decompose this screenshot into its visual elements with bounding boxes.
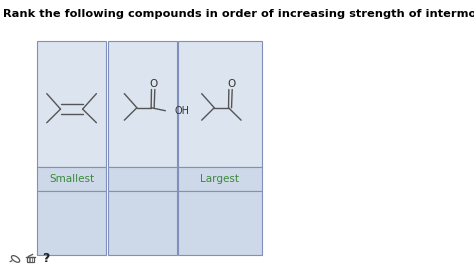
Text: O: O — [149, 79, 158, 89]
Bar — [108, 191, 176, 255]
Bar — [178, 191, 262, 255]
Bar — [178, 167, 262, 191]
Bar — [37, 167, 106, 191]
Bar — [37, 41, 106, 167]
Text: Smallest: Smallest — [49, 174, 94, 184]
Text: OH: OH — [174, 106, 190, 116]
Bar — [37, 191, 106, 255]
Text: ?: ? — [42, 252, 49, 266]
Text: O: O — [227, 79, 235, 89]
Bar — [108, 167, 176, 191]
Bar — [108, 41, 176, 167]
Bar — [178, 41, 262, 167]
Ellipse shape — [11, 256, 20, 262]
Text: Rank the following compounds in order of increasing strength of intermolecular f: Rank the following compounds in order of… — [3, 9, 474, 19]
Bar — [27, 257, 34, 263]
Text: Largest: Largest — [201, 174, 239, 184]
